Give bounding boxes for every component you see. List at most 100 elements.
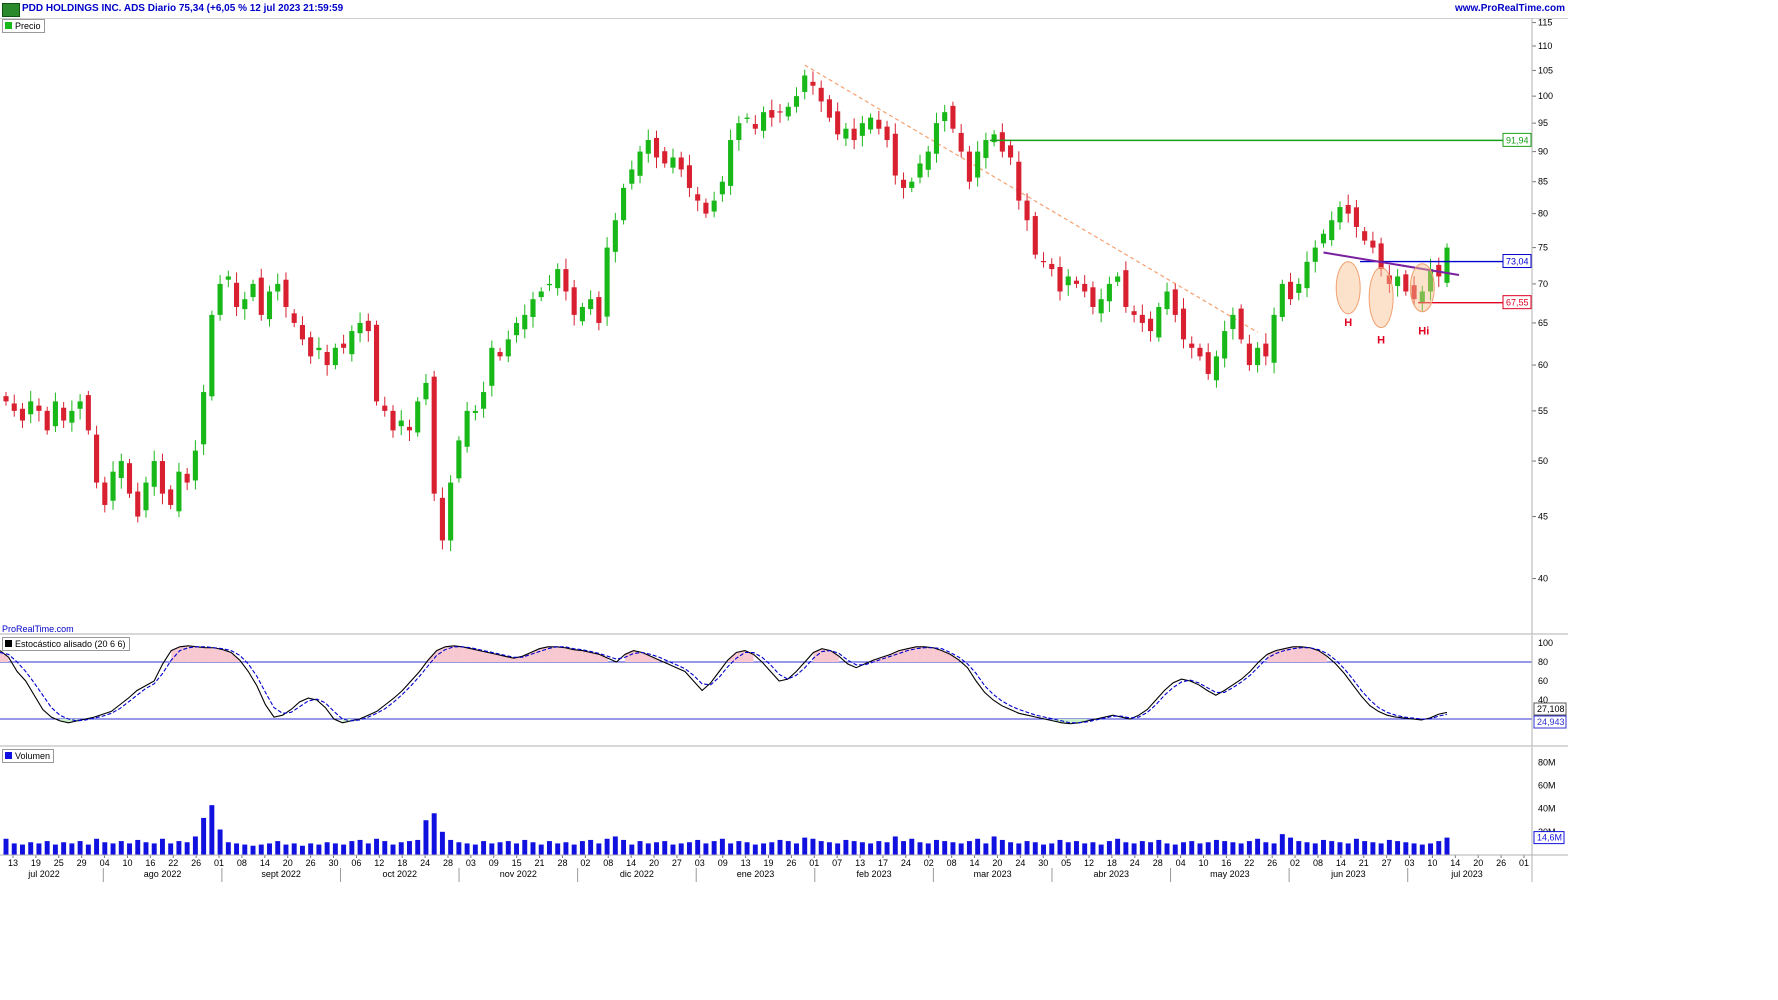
overbought-fill [214,647,223,662]
x-month-label: jun 2023 [1330,869,1366,879]
candle-body [1016,161,1022,201]
candle-body [637,151,643,176]
volume-bar [744,842,750,855]
candle-body [341,343,347,348]
x-day-label: 08 [237,858,247,868]
candle-body [1008,145,1014,158]
candle-body [1370,240,1376,248]
overbought-fill [1318,650,1328,662]
volume-bar [1337,842,1343,855]
price-level-label: 91,94 [1506,135,1529,145]
candle-body [678,157,684,170]
volume-bar [448,839,454,855]
volume-bar [1403,842,1409,855]
volume-bar [975,838,981,855]
overbought-fill [830,650,840,662]
candle [11,394,17,417]
candle-body [283,279,289,307]
volume-bar [127,843,132,855]
overbought-fill [445,645,454,662]
candle [736,115,742,151]
overbought-fill [505,656,514,662]
candle-body [159,461,166,494]
x-day-label: 10 [122,858,132,868]
candle [629,160,635,190]
candle [744,113,750,124]
candle-body [1362,231,1368,241]
candle-body [1197,347,1203,357]
candle-body [1255,347,1261,366]
price-tick-label: 55 [1538,406,1548,416]
candle-body [135,491,141,517]
candle [596,291,602,331]
candle [398,410,404,436]
volume-bar [1321,839,1326,855]
candle [777,104,783,123]
x-day-label: 15 [512,858,522,868]
volume-bar [1378,843,1384,855]
pattern-ellipse [1409,263,1435,313]
candle-body [868,117,874,130]
candle-body [365,320,371,332]
site-link[interactable]: www.ProRealTime.com [1454,3,1565,14]
x-day-label: 12 [1084,858,1094,868]
candle-body [481,392,487,409]
stochastic-tick-label: 40 [1538,695,1548,705]
candle-body [670,157,676,168]
volume-bar [983,843,989,855]
candle [217,275,223,321]
volume-bar [201,817,207,855]
overbought-fill [590,652,600,662]
volume-bar [28,842,34,855]
candle [365,313,371,342]
candle [275,273,281,301]
pattern-label: Hi [1418,325,1429,337]
volume-legend-swatch [5,752,12,759]
price-level-box [1502,295,1532,310]
candle [785,102,791,121]
candle [373,320,380,406]
candle [868,113,874,134]
price-tick-label: 60 [1538,360,1548,370]
volume-bar [703,843,709,855]
volume-bar [234,843,240,855]
volume-bar [1304,842,1310,855]
x-month-label: jul 2023 [1450,869,1483,879]
volume-bar [184,842,190,855]
candle [761,106,767,139]
x-month-label: oct 2022 [382,869,417,879]
candle-body [1238,308,1244,340]
candle [36,398,42,422]
volume-bar [349,841,355,855]
candle-body [69,410,75,423]
candle-body [900,179,907,188]
candle-body [843,128,849,139]
volume-bar [242,844,248,855]
candle [1230,307,1236,340]
candle-body [728,140,734,186]
candle-body [1411,285,1417,300]
overbought-fill [916,646,925,662]
volume-bar [588,839,594,855]
volume-bar [728,843,734,855]
candle-body [184,473,190,483]
volume-bar [1395,841,1401,855]
volume-bar [357,839,363,855]
candle [201,384,207,455]
candle-body [851,128,857,141]
candle-body [151,461,157,487]
candle [1164,282,1170,315]
candle-body [398,420,404,427]
candle [151,450,157,496]
volume-bar [1370,842,1376,855]
candle-body [1032,216,1038,255]
candle [513,317,520,343]
volume-bar [851,841,857,855]
candle-body [736,123,742,141]
x-day-label: 21 [1359,858,1369,868]
candle [1197,343,1203,361]
candle-body [579,306,585,322]
candle-body [1106,283,1112,302]
candle [522,304,528,339]
candle-body [1296,283,1302,293]
